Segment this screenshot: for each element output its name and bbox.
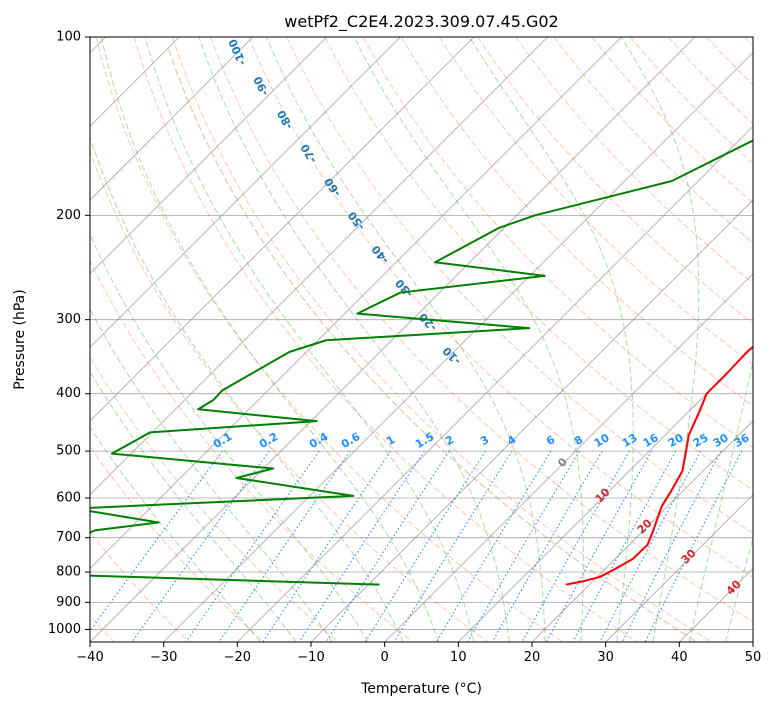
y-tick-label: 700 [56,530,81,545]
plot-area: -100-90-80-70-60-50-40-30-20-100.1 0.2 0.4… [90,37,753,642]
moist-adiabat-line [90,370,297,642]
x-axis: −40 −30 −20 −10 0 10 20 30 40 50 [76,642,761,665]
mixing-ratio-line [364,450,486,642]
isotherm-line [384,273,753,642]
dry-adiabat-line [286,37,753,534]
isotherm-line [90,37,327,275]
isotherm-line [90,37,401,348]
temperature-line [565,345,753,586]
mixing-ratio-line [298,450,425,642]
y-tick-label: 500 [56,444,81,459]
moist-adiabat-line [90,426,261,642]
x-tick-label: −20 [224,650,251,665]
pressure-gridlines [90,37,753,630]
isotherm-line [90,37,696,642]
moist-adiabat-line [353,37,584,642]
y-tick-label: 600 [56,491,81,506]
isotherm-line [90,37,475,422]
y-tick-label: 400 [56,386,81,401]
skewed-isotherms [90,37,753,642]
y-tick-label: 900 [56,595,81,610]
y-tick-label: 100 [56,30,81,45]
mixing-ratio-line [644,450,743,642]
moist-adiabat-line [266,37,546,642]
mixing-ratio-line [131,450,270,642]
y-tick-label: 800 [56,565,81,580]
dry-adiabat-line [362,37,753,449]
parcel-line [168,49,699,642]
mixing-ratio-line [572,450,677,642]
isotherm-line [310,199,753,642]
isotherm-line [90,37,548,496]
y-tick-label: 1000 [48,622,81,637]
isotherm-line [90,37,622,569]
x-tick-label: 30 [597,650,614,665]
x-tick-label: 50 [745,650,762,665]
x-axis-label: Temperature (°C) [360,681,482,697]
moist-adiabat-line [688,358,753,642]
isotherm-line [163,52,753,642]
dry-adiabat-line [439,37,753,366]
dry-adiabat-line [477,37,753,325]
x-tick-label: −10 [297,650,324,665]
dewpoint-line [90,139,753,586]
y-tick-label: 200 [56,208,81,223]
moist-adiabat-line [198,37,510,642]
x-tick-label: 10 [450,650,467,665]
isotherm-line [90,37,254,201]
y-tick-label: 300 [56,312,81,327]
x-tick-label: −30 [150,650,177,665]
dry-adiabat-line [400,37,753,407]
mixing-ratio-line [393,450,513,642]
plot-frame [89,36,754,643]
mixing-ratio-line [491,450,603,642]
moist-adiabat-line [100,37,439,642]
x-tick-label: 20 [524,650,541,665]
mixing-ratio-line [621,450,722,642]
x-tick-label: 0 [381,650,389,665]
isotherm-line [605,494,753,642]
y-axis: 100 200 300 400 500 600 700 800 900 1000 [48,30,90,637]
parcel-curve [168,49,699,642]
mixing-ratio-lines [90,450,743,642]
moist-adiabat-line [620,37,700,642]
moist-adiabat-line [144,37,475,642]
dry-adiabat-line [248,37,753,578]
sounding-series [90,139,753,586]
isotherm-line [237,125,753,642]
mixing-ratio-line [262,450,392,642]
x-tick-label: −40 [76,650,103,665]
x-tick-label: 40 [671,650,688,665]
isotherm-line [458,346,753,642]
moist-adiabat-line [90,233,369,642]
isotherm-line [531,420,753,642]
y-axis-label: Pressure (hPa) [12,289,28,389]
moist-adiabat-line [469,37,634,642]
chart-title: wetPf2_C2E4.2023.309.07.45.G02 [284,12,558,32]
mixing-ratio-line [325,450,450,642]
